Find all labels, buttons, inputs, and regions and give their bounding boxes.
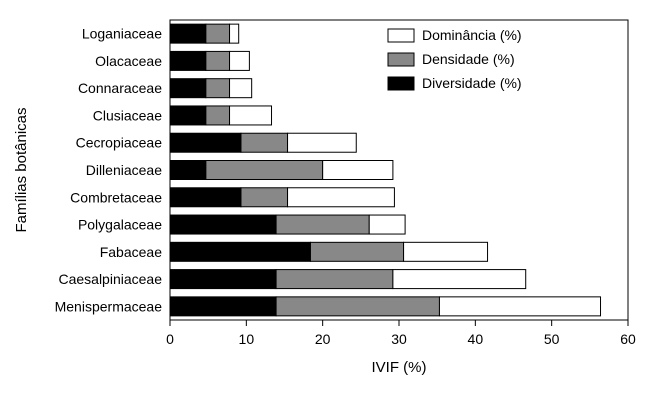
x-axis: 0 10 20 30 40 50 60 [166,320,636,347]
bar-loganiaceae-series-0 [170,24,206,43]
bars [170,24,601,316]
bar-polygalaceae-series-2 [369,215,405,234]
legend: Dominância (%) Densidade (%) Diversidade (… [388,27,522,91]
category-label: Menispermaceae [55,298,163,314]
x-tick-label: 60 [620,331,636,347]
bar-fabaceae-series-1 [310,242,403,261]
category-label: Cecropiaceae [76,135,163,151]
bar-connaraceae-series-2 [230,79,252,98]
bar-cecropiaceae-series-2 [288,133,357,152]
bar-caesalpiniaceae-series-1 [276,270,393,289]
bar-menispermaceae-series-2 [439,297,600,316]
legend-swatch [388,53,414,66]
x-tick-label: 30 [391,331,407,347]
x-tick-label: 20 [315,331,331,347]
category-label: Caesalpiniaceae [58,271,162,287]
x-tick-label: 50 [544,331,560,347]
bar-loganiaceae-series-1 [206,24,230,43]
legend-label: Diversidade (%) [422,75,522,91]
category-labels: Loganiaceae Olacaceae Connaraceae Clusiacea… [55,26,163,315]
category-label: Fabaceae [100,244,162,260]
category-label: Clusiaceae [93,107,162,123]
bar-dilleniaceae-series-0 [170,161,206,180]
bar-combretaceae-series-1 [241,188,288,207]
bar-dilleniaceae-series-2 [323,161,393,180]
bar-cecropiaceae-series-0 [170,133,241,152]
bar-olacaceae-series-1 [206,51,230,70]
legend-swatch [388,77,414,90]
bar-connaraceae-series-0 [170,79,206,98]
bar-caesalpiniaceae-series-0 [170,270,276,289]
bar-clusiaceae-series-1 [206,106,230,125]
bar-connaraceae-series-1 [206,79,230,98]
bar-menispermaceae-series-0 [170,297,276,316]
legend-label: Dominância (%) [422,27,522,43]
x-tick-label: 10 [239,331,255,347]
category-label: Connaraceae [78,80,162,96]
bar-combretaceae-series-0 [170,188,241,207]
bar-loganiaceae-series-2 [230,24,239,43]
bar-olacaceae-series-0 [170,51,206,70]
bar-cecropiaceae-series-1 [241,133,288,152]
bar-polygalaceae-series-1 [276,215,369,234]
bar-caesalpiniaceae-series-2 [393,270,526,289]
x-tick-label: 0 [166,331,174,347]
bar-fabaceae-series-0 [170,242,310,261]
x-tick-label: 40 [468,331,484,347]
legend-label: Densidade (%) [422,51,515,67]
y-axis-title: Famílias botânicas [13,107,30,232]
legend-swatch [388,29,414,42]
bar-fabaceae-series-2 [404,242,488,261]
bar-olacaceae-series-2 [230,51,250,70]
category-label: Loganiaceae [82,26,162,42]
chart: Loganiaceae Olacaceae Connaraceae Clusiacea… [0,0,650,404]
bar-dilleniaceae-series-1 [206,161,323,180]
category-label: Combretaceae [70,189,162,205]
bar-polygalaceae-series-0 [170,215,276,234]
bar-menispermaceae-series-1 [276,297,439,316]
bar-clusiaceae-series-2 [230,106,272,125]
bar-combretaceae-series-2 [288,188,395,207]
category-label: Olacaceae [95,53,162,69]
category-label: Polygalaceae [78,217,162,233]
category-label: Dilleniaceae [86,162,162,178]
x-axis-title: IVIF (%) [372,359,427,376]
bar-clusiaceae-series-0 [170,106,206,125]
